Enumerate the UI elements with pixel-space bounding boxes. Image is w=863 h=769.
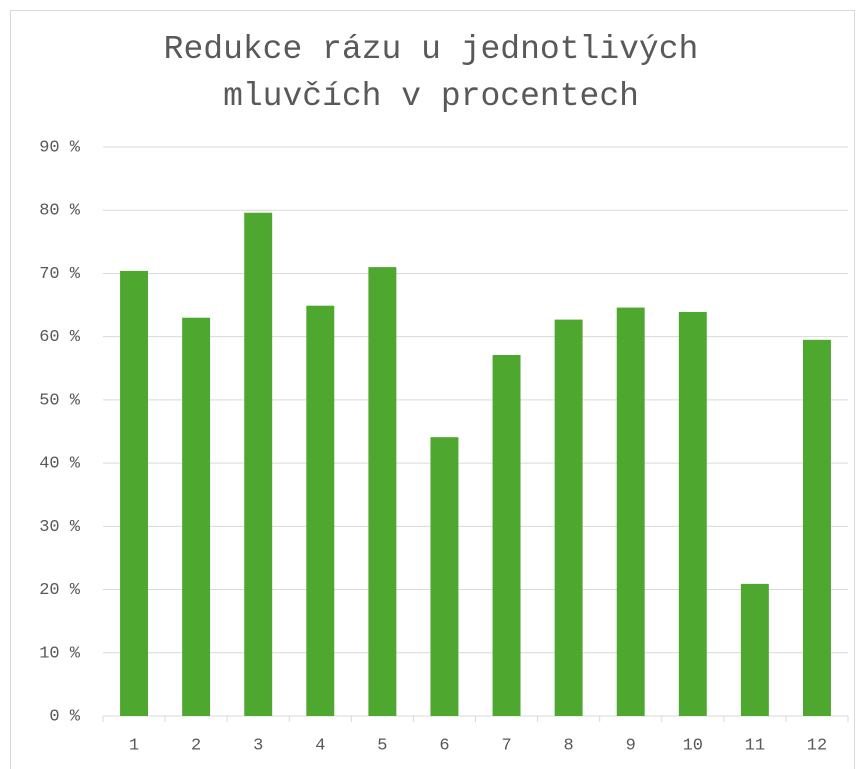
x-tick-label: 5 bbox=[377, 736, 387, 755]
y-tick-label: 50 % bbox=[39, 391, 81, 410]
x-tick-label: 8 bbox=[564, 736, 574, 755]
bar bbox=[430, 437, 459, 716]
bar bbox=[120, 270, 149, 716]
bar bbox=[368, 267, 397, 716]
x-tick-label: 4 bbox=[315, 736, 325, 755]
chart-title: Redukce rázu u jednotlivých mluvčích v p… bbox=[163, 31, 699, 115]
y-tick-label: 90 % bbox=[39, 138, 81, 157]
bar bbox=[244, 212, 273, 717]
chart-border bbox=[10, 10, 855, 769]
bar bbox=[802, 339, 831, 716]
bar bbox=[740, 583, 769, 716]
y-tick-label: 60 % bbox=[39, 328, 81, 347]
x-tick-label: 7 bbox=[501, 736, 511, 755]
y-tick-label: 80 % bbox=[39, 202, 81, 221]
x-tick-label: 2 bbox=[191, 736, 201, 755]
y-tick-label: 30 % bbox=[39, 518, 81, 537]
bar bbox=[678, 312, 707, 716]
x-tick-label: 6 bbox=[439, 736, 449, 755]
bar bbox=[182, 317, 211, 716]
bar bbox=[616, 307, 645, 716]
bar bbox=[492, 355, 521, 716]
y-tick-label: 70 % bbox=[39, 265, 81, 284]
x-tick-label: 12 bbox=[807, 736, 827, 755]
bar bbox=[306, 305, 335, 716]
x-tick-label: 11 bbox=[745, 736, 765, 755]
x-tick-label: 1 bbox=[129, 736, 139, 755]
x-tick-label: 3 bbox=[253, 736, 263, 755]
y-tick-label: 40 % bbox=[39, 455, 81, 474]
x-tick-label: 9 bbox=[626, 736, 636, 755]
bar bbox=[554, 319, 583, 716]
y-tick-label: 10 % bbox=[39, 644, 81, 663]
y-tick-label: 0 % bbox=[49, 707, 80, 726]
y-tick-label: 20 % bbox=[39, 581, 81, 600]
x-tick-label: 10 bbox=[683, 736, 703, 755]
